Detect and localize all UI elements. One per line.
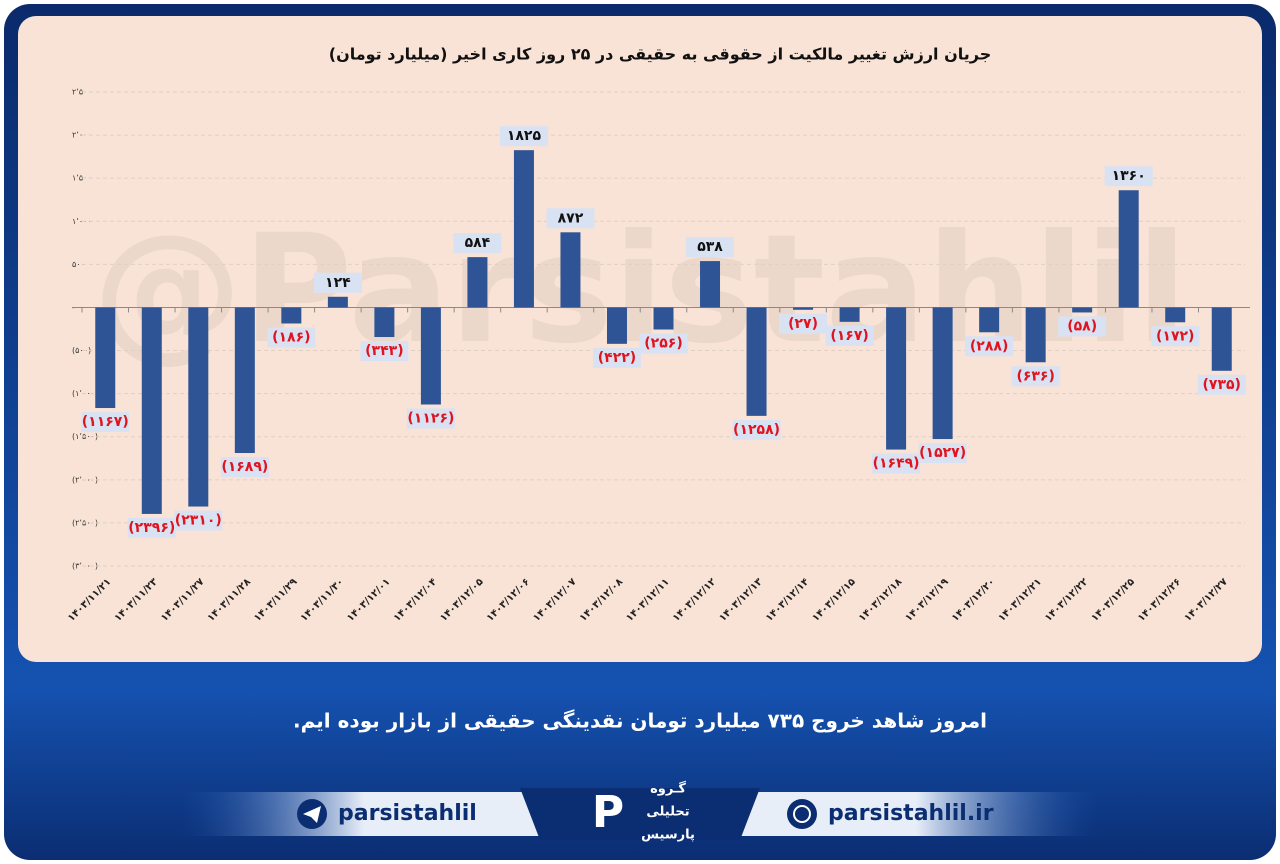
label-bg [81, 412, 130, 433]
value-label: ۵۳۸ [697, 239, 723, 255]
bar [327, 296, 348, 308]
value-label: ۵۸۴ [465, 235, 491, 251]
value-label: (۲۷) [788, 316, 818, 332]
telegram-glyph [303, 806, 321, 823]
bar [467, 257, 488, 308]
bar [700, 261, 721, 308]
label-bg [360, 341, 409, 362]
y-tick-label: ۱٬۵۰۰ [72, 174, 92, 183]
label-bg [918, 443, 967, 464]
label-bg [174, 510, 223, 531]
label-bg [546, 208, 595, 229]
label-bg [779, 313, 828, 334]
bar [95, 307, 116, 409]
bar [188, 307, 209, 507]
label-bg [499, 126, 548, 147]
bar [1118, 190, 1139, 308]
caption: امروز شاهد خروج ۷۳۵ میلیارد تومان نقدینگ… [293, 709, 987, 733]
value-label: (۱۱۶۷) [82, 414, 129, 430]
bar [793, 307, 814, 310]
bar [420, 307, 441, 405]
label-bg [1011, 366, 1060, 387]
y-tick-label: (۵۰۰) [72, 346, 91, 355]
web-icon [787, 799, 817, 829]
bar [560, 232, 581, 308]
value-label: (۱۶۸۹) [221, 459, 268, 475]
label-bg [686, 237, 735, 258]
value-label: (۷۳۵) [1203, 377, 1241, 393]
bar [932, 307, 953, 440]
chart-title: جریان ارزش تغییر مالکیت از حقوقی به حقیق… [329, 45, 991, 64]
label-bg [453, 233, 502, 254]
bar [1025, 307, 1046, 363]
bar [374, 307, 395, 338]
label-bg [127, 517, 176, 538]
value-label: ۱۳۶۰ [1112, 168, 1146, 184]
bar [1165, 307, 1186, 323]
value-label: (۲۳۱۰) [175, 513, 222, 529]
website[interactable]: parsistahlil.ir [828, 801, 994, 826]
bar [1211, 307, 1232, 371]
label-bg [592, 347, 641, 368]
y-tick-label: ۱٬۰۰۰ [72, 217, 92, 226]
label-bg [406, 408, 455, 429]
value-label: (۱۷۲) [1156, 328, 1194, 344]
label-bg [220, 457, 269, 478]
y-tick-label: ۲٬۰۰۰ [72, 131, 92, 140]
logo-text: تحلیلی [646, 805, 689, 820]
value-label: (۲۵۶) [644, 336, 682, 352]
value-label: ۱۲۴ [325, 275, 351, 291]
bar [746, 307, 767, 416]
label-bg [1058, 316, 1107, 337]
label-bg [825, 325, 874, 346]
y-tick-label: ۵۰۰ [72, 260, 85, 269]
label-bg [267, 327, 316, 348]
bar [234, 307, 255, 454]
label-bg [639, 333, 688, 354]
label-bg [1151, 326, 1200, 347]
label-bg [313, 272, 362, 293]
bar [281, 307, 302, 324]
label-bg [732, 419, 781, 440]
web-glyph [793, 805, 811, 823]
value-label: (۲۳۹۶) [128, 520, 175, 536]
value-label: (۱۲۵۸) [733, 422, 780, 438]
bar [606, 307, 627, 344]
bar [653, 307, 674, 330]
label-bg [1197, 374, 1246, 395]
logo-text: گـروه [650, 781, 686, 797]
value-label: (۱۶۴۹) [873, 456, 920, 472]
bar [513, 150, 534, 308]
value-label: (۱۶۷) [830, 328, 868, 344]
value-label: (۱۱۲۶) [407, 410, 454, 426]
value-label: (۱۸۶) [272, 329, 310, 345]
bar [141, 307, 162, 514]
value-label: (۳۴۳) [365, 343, 403, 359]
bar [839, 307, 860, 322]
value-label: (۱۵۲۷) [919, 445, 966, 461]
bar [979, 307, 1000, 333]
label-bg [1104, 166, 1153, 187]
value-label: ۱۸۲۵ [507, 128, 542, 144]
value-label: ۸۷۲ [558, 210, 584, 226]
label-bg [965, 336, 1014, 357]
y-tick-label: ۲٬۵۰۰ [72, 88, 92, 97]
label-bg [872, 453, 921, 474]
logo-text: پارسیس [641, 828, 695, 843]
value-label: (۴۲۲) [598, 350, 636, 366]
telegram-handle[interactable]: parsistahlil [338, 801, 477, 826]
logo-mark: P [592, 787, 624, 838]
value-label: (۲۸۸) [970, 338, 1008, 354]
bar [886, 307, 907, 450]
value-label: (۵۸) [1067, 318, 1097, 334]
logo-badge [520, 788, 760, 840]
value-label: (۶۳۶) [1016, 368, 1054, 384]
bar [1072, 307, 1093, 313]
